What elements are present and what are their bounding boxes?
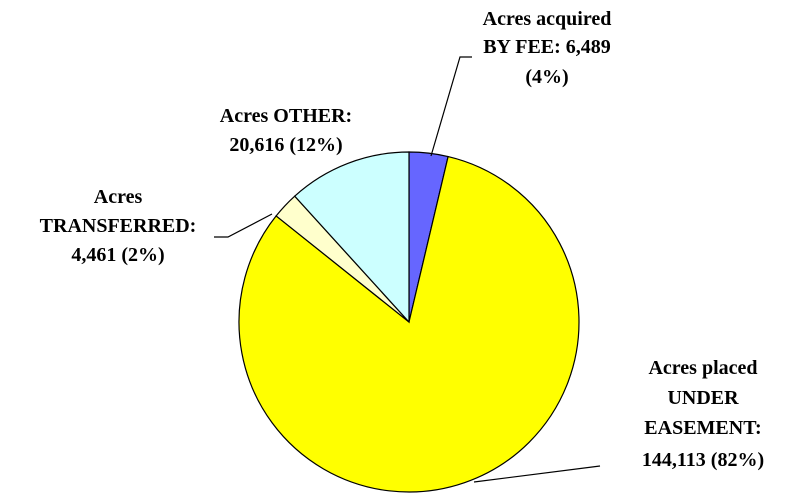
label-part: (12%) xyxy=(289,134,342,156)
slice-label: BY FEE: 6,489 xyxy=(483,36,611,58)
pie-slice xyxy=(293,151,410,324)
leader-line xyxy=(430,56,472,157)
label-part: (82%) xyxy=(711,449,764,471)
slice-label: 144,113 (82%) xyxy=(642,449,764,471)
label-part: 144,113 xyxy=(642,449,706,471)
pie-slice xyxy=(238,155,580,493)
label-part: Acres xyxy=(94,186,143,208)
label-part: BY FEE: xyxy=(483,36,561,58)
slice-label: EASEMENT: xyxy=(644,417,761,439)
leader-line xyxy=(473,465,601,483)
label-part: TRANSFERRED: xyxy=(40,215,197,237)
slice-label: Acres placed xyxy=(648,357,757,379)
label-part: Acres OTHER: xyxy=(220,105,352,127)
slice-label: UNDER xyxy=(667,387,739,409)
leader-line xyxy=(214,213,273,238)
label-part: Acres placed xyxy=(648,357,757,379)
slice-label: Acres OTHER: xyxy=(220,105,352,127)
slice-label: Acres acquired xyxy=(483,8,612,30)
label-part: 6,489 xyxy=(566,36,611,58)
label-part: 20,616 xyxy=(229,134,284,156)
label-part: (2%) xyxy=(121,244,164,266)
slice-label: 4,461 (2%) xyxy=(71,244,164,266)
label-part: Acres acquired xyxy=(483,8,612,30)
slice-label: (4%) xyxy=(525,66,568,88)
slice-label: TRANSFERRED: xyxy=(40,215,197,237)
label-part: 4,461 xyxy=(71,244,116,266)
label-part: UNDER xyxy=(667,387,739,409)
label-part: EASEMENT: xyxy=(644,417,761,439)
label-part: (4%) xyxy=(525,66,568,88)
slice-label: Acres xyxy=(94,186,143,208)
slice-label: 20,616 (12%) xyxy=(229,134,342,156)
